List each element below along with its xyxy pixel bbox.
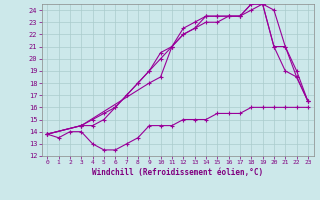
X-axis label: Windchill (Refroidissement éolien,°C): Windchill (Refroidissement éolien,°C) — [92, 168, 263, 177]
